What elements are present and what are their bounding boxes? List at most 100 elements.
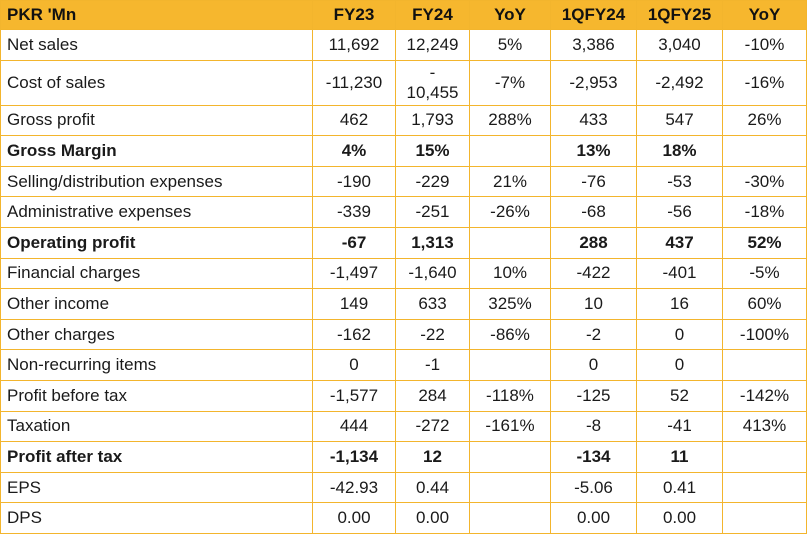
cell-1qfy24: -422 bbox=[550, 257, 637, 290]
cell-yoy-quarterly: -142% bbox=[722, 379, 807, 412]
cell-yoy-annual bbox=[469, 349, 551, 381]
cell-yoy-quarterly: -5% bbox=[722, 257, 807, 290]
cell-yoy-quarterly bbox=[722, 471, 807, 504]
header-row: PKR 'Mn FY23 FY24 YoY 1QFY24 1QFY25 YoY bbox=[0, 0, 807, 30]
cell-yoy-annual: 10% bbox=[469, 257, 551, 290]
header-yoy-quarterly: YoY bbox=[722, 0, 807, 30]
table-row: Net sales 11,692 12,249 5% 3,386 3,040 -10% bbox=[0, 29, 807, 61]
cell-1qfy24: -125 bbox=[550, 379, 637, 412]
row-label: Financial charges bbox=[0, 257, 313, 290]
cell-1qfy24: -68 bbox=[550, 196, 637, 228]
table-row: Gross Margin 4% 15% 13% 18% bbox=[0, 135, 807, 167]
row-label: Cost of sales bbox=[0, 59, 313, 106]
cell-fy24: -1,640 bbox=[395, 257, 470, 290]
cell-value: - 10,455 bbox=[406, 62, 459, 102]
row-label: Administrative expenses bbox=[0, 196, 313, 228]
cell-yoy-quarterly: -18% bbox=[722, 196, 807, 228]
cell-yoy-annual: 325% bbox=[469, 288, 551, 320]
cell-yoy-annual: 288% bbox=[469, 104, 551, 137]
cell-fy23: -190 bbox=[312, 165, 396, 198]
cell-fy23: -67 bbox=[312, 226, 396, 259]
cell-1qfy24: -2 bbox=[550, 318, 637, 351]
table-row: Financial charges -1,497 -1,640 10% -422 -401… bbox=[0, 257, 807, 290]
cell-fy24: 1,313 bbox=[395, 226, 470, 259]
cell-yoy-annual: -7% bbox=[469, 59, 551, 106]
row-label: Gross Margin bbox=[0, 135, 313, 167]
cell-yoy-annual: -86% bbox=[469, 318, 551, 351]
cell-fy23: -11,230 bbox=[312, 59, 396, 106]
table-row: Selling/distribution expenses -190 -229 21%… bbox=[0, 165, 807, 198]
cell-yoy-annual: 5% bbox=[469, 29, 551, 61]
cell-1qfy24: 0.00 bbox=[550, 502, 637, 534]
row-label: Non-recurring items bbox=[0, 349, 313, 381]
cell-fy23: 11,692 bbox=[312, 29, 396, 61]
cell-1qfy24: 433 bbox=[550, 104, 637, 137]
cell-1qfy25: -41 bbox=[636, 410, 723, 443]
cell-yoy-quarterly: -10% bbox=[722, 29, 807, 61]
cell-1qfy24: 10 bbox=[550, 288, 637, 320]
cell-fy24: -22 bbox=[395, 318, 470, 351]
cell-1qfy25: 0 bbox=[636, 318, 723, 351]
cell-1qfy25: -401 bbox=[636, 257, 723, 290]
cell-yoy-quarterly: 413% bbox=[722, 410, 807, 443]
table-row: Other income 149 633 325% 10 16 60% bbox=[0, 288, 807, 320]
cell-yoy-annual bbox=[469, 502, 551, 534]
cell-fy23: 444 bbox=[312, 410, 396, 443]
cell-yoy-quarterly bbox=[722, 349, 807, 381]
cell-fy24: -272 bbox=[395, 410, 470, 443]
header-1qfy25: 1QFY25 bbox=[636, 0, 723, 30]
cell-yoy-quarterly bbox=[722, 135, 807, 167]
cell-fy23: -1,577 bbox=[312, 379, 396, 412]
cell-yoy-annual bbox=[469, 471, 551, 504]
cell-yoy-annual bbox=[469, 226, 551, 259]
cell-1qfy25: 18% bbox=[636, 135, 723, 167]
cell-1qfy25: 52 bbox=[636, 379, 723, 412]
cell-1qfy24: 3,386 bbox=[550, 29, 637, 61]
table-row: Administrative expenses -339 -251 -26% -68 -5… bbox=[0, 196, 807, 228]
cell-fy24: 12 bbox=[395, 441, 470, 473]
table-row: DPS 0.00 0.00 0.00 0.00 bbox=[0, 502, 807, 534]
cell-fy24: 15% bbox=[395, 135, 470, 167]
cell-1qfy25: 0 bbox=[636, 349, 723, 381]
cell-yoy-annual: -26% bbox=[469, 196, 551, 228]
header-yoy-annual: YoY bbox=[469, 0, 551, 30]
table-row: Other charges -162 -22 -86% -2 0 -100% bbox=[0, 318, 807, 351]
row-label: EPS bbox=[0, 471, 313, 504]
header-1qfy24: 1QFY24 bbox=[550, 0, 637, 30]
cell-1qfy25: 0.00 bbox=[636, 502, 723, 534]
cell-yoy-annual bbox=[469, 441, 551, 473]
cell-1qfy24: 288 bbox=[550, 226, 637, 259]
cell-1qfy24: -134 bbox=[550, 441, 637, 473]
cell-fy24: -1 bbox=[395, 349, 470, 381]
row-label: Operating profit bbox=[0, 226, 313, 259]
table-row: Non-recurring items 0 -1 0 0 bbox=[0, 349, 807, 381]
row-label: DPS bbox=[0, 502, 313, 534]
row-label: Other charges bbox=[0, 318, 313, 351]
cell-fy23: 4% bbox=[312, 135, 396, 167]
row-label: Profit after tax bbox=[0, 441, 313, 473]
cell-yoy-quarterly: 26% bbox=[722, 104, 807, 137]
cell-yoy-annual: -118% bbox=[469, 379, 551, 412]
cell-fy23: 0 bbox=[312, 349, 396, 381]
cell-fy23: -42.93 bbox=[312, 471, 396, 504]
cell-yoy-quarterly bbox=[722, 441, 807, 473]
table-row: Gross profit 462 1,793 288% 433 547 26% bbox=[0, 104, 807, 137]
cell-1qfy25: 11 bbox=[636, 441, 723, 473]
cell-1qfy25: 547 bbox=[636, 104, 723, 137]
cell-yoy-quarterly: 60% bbox=[722, 288, 807, 320]
cell-yoy-quarterly bbox=[722, 502, 807, 534]
cell-1qfy25: -53 bbox=[636, 165, 723, 198]
row-label: Other income bbox=[0, 288, 313, 320]
cell-yoy-quarterly: 52% bbox=[722, 226, 807, 259]
cell-yoy-quarterly: -100% bbox=[722, 318, 807, 351]
cell-1qfy25: 16 bbox=[636, 288, 723, 320]
table-row: EPS -42.93 0.44 -5.06 0.41 bbox=[0, 471, 807, 504]
row-label: Net sales bbox=[0, 29, 313, 61]
table-header: PKR 'Mn FY23 FY24 YoY 1QFY24 1QFY25 YoY bbox=[0, 0, 807, 30]
table-row: Taxation 444 -272 -161% -8 -41 413% bbox=[0, 410, 807, 443]
cell-fy24: 1,793 bbox=[395, 104, 470, 137]
header-fy24: FY24 bbox=[395, 0, 470, 30]
row-label: Selling/distribution expenses bbox=[0, 165, 313, 198]
cell-fy24: - 10,455 bbox=[395, 59, 470, 106]
